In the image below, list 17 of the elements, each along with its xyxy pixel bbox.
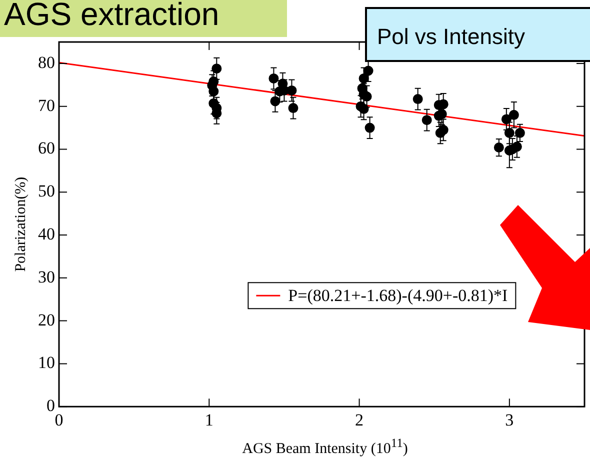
legend-label: P=(80.21+-1.68)-(4.90+-0.81)*I [288,286,508,306]
y-tick-label: 80 [38,52,55,72]
chart-title: AGS extraction [4,0,220,32]
y-tick-label: 70 [38,96,55,115]
y-tick-label: 30 [38,267,55,286]
x-tick-label: 3 [505,410,514,430]
y-tick-label: 0 [46,396,55,416]
x-axis-title: AGS Beam Intensity (10$^{11}$) [241,436,409,458]
y-tick-label: 40 [38,224,55,244]
y-tick-label: 60 [38,138,55,158]
y-tick-label: 50 [38,182,55,201]
y-axis-title: Polarization(%) [12,176,29,272]
x-tick-label: 2 [355,410,364,430]
x-tick-label: 1 [204,410,214,430]
y-tick-label: 20 [38,310,55,330]
caption-box: Pol vs Intensity [365,7,590,62]
y-tick-label: 10 [38,353,55,372]
